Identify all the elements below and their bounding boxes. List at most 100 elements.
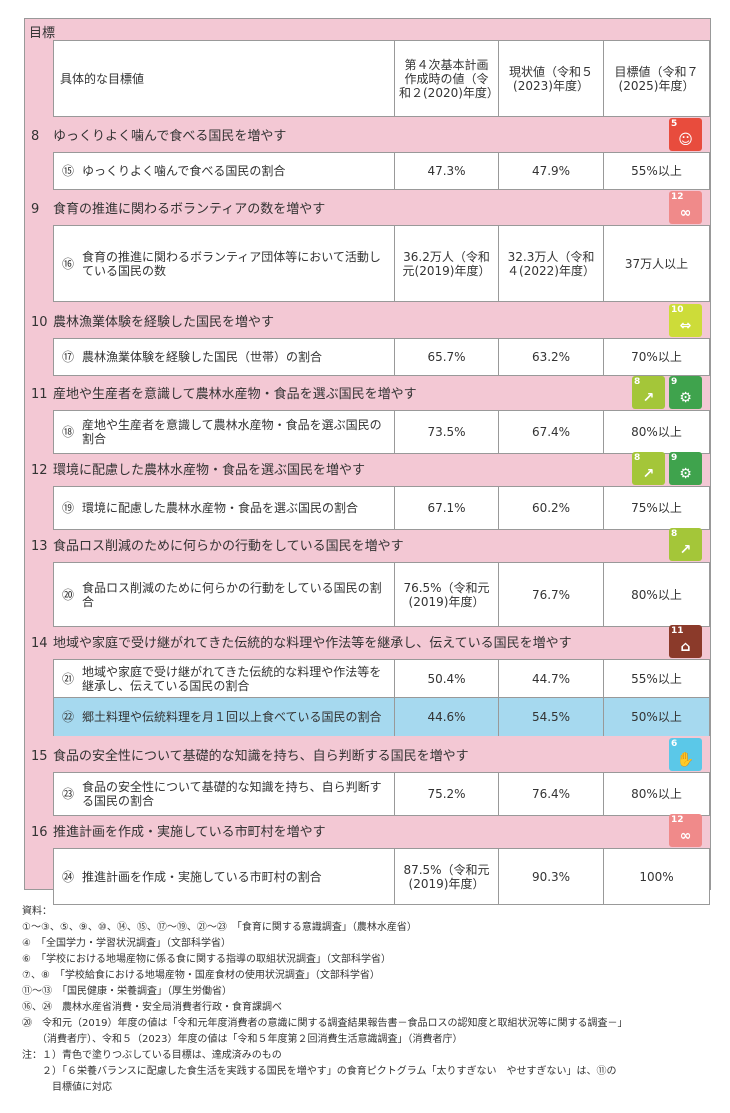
indicator-text: 食品の安全性について基礎的な知識を持ち、自ら判断する国民の割合: [82, 780, 382, 808]
goal-title: 14 地域や家庭で受け継がれてきた伝統的な料理や作法等を継承し、伝えている国民を増…: [31, 632, 572, 651]
note-line: ④ 「全国学力・学習状況調査」（文部科学省）: [22, 938, 231, 949]
goal-text: 食品ロス削減のために何らかの行動をしている国民を増やす: [53, 539, 404, 554]
current-value: 67.4%: [498, 411, 603, 453]
baseline-value: 44.6%: [394, 698, 498, 736]
sdg-12-icon: 12 ∞: [669, 191, 702, 224]
table-row: ⑰ 農林漁業体験を経験した国民（世帯）の割合 65.7% 63.2% 70%以上: [54, 339, 709, 375]
goal-number: 16: [31, 825, 48, 840]
table-row: ⑱ 産地や生産者を意識して農林水産物・食品を選ぶ国民の割合 73.5% 67.4% 80…: [54, 411, 709, 453]
table-row: ⑲ 環境に配慮した農林水産物・食品を選ぶ国民の割合 67.1% 60.2% 75%以上: [54, 487, 709, 529]
col-header-target: 目標値（令和７(2025)年度）: [603, 41, 709, 116]
note-line: ⑥ 「学校における地場産物に係る食に関する指導の取組状況調査」（文部科学省）: [22, 954, 391, 965]
header-row: 具体的な目標値 第４次基本計画作成時の値（令和２(2020)年度） 現状値（令和…: [53, 40, 710, 117]
current-value: 32.3万人（令和４(2022)年度）: [498, 226, 603, 301]
current-value: 47.9%: [498, 153, 603, 189]
note-line: ⑦、⑧ 「学校給食における地場産物・国産食材の使用状況調査」（文部科学省）: [22, 970, 380, 981]
target-value: 37万人以上: [603, 226, 709, 301]
col-header-indicator: 具体的な目標値: [60, 71, 145, 86]
target-value: 70%以上: [603, 339, 709, 375]
baseline-value: 47.3%: [394, 153, 498, 189]
goal-rows: ⑰ 農林漁業体験を経験した国民（世帯）の割合 65.7% 63.2% 70%以上: [53, 338, 710, 376]
goal-title: 15 食品の安全性について基礎的な知識を持ち、自ら判断する国民を増やす: [31, 745, 469, 764]
goal-title: 13 食品ロス削減のために何らかの行動をしている国民を増やす: [31, 535, 404, 554]
note-line: 資料：: [22, 906, 52, 917]
goal-title: 16 推進計画を作成・実施している市町村を増やす: [31, 821, 326, 840]
goal-text: 産地や生産者を意識して農林水産物・食品を選ぶ国民を増やす: [53, 387, 417, 402]
baseline-value: 36.2万人（令和元(2019)年度）: [394, 226, 498, 301]
indicator-number: ㉓: [61, 787, 74, 801]
note-line: ２）「６栄養バランスに配慮した食生活を実践する国民を増やす」の食育ピクトグラム「…: [22, 1066, 617, 1077]
goal-number: 8: [31, 129, 40, 144]
goal-number: 15: [31, 749, 48, 764]
indicator-text: 地域や家庭で受け継がれてきた伝統的な料理や作法等を継承し、伝えている国民の割合: [82, 664, 382, 693]
note-line: （消費者庁）、令和５（2023）年度の値は「令和５年度第２回消費生活意識調査」（…: [22, 1034, 463, 1045]
note-line: ①〜③、⑤、⑨、⑩、⑭、⑮、⑰〜⑲、㉑〜㉓ 「食育に関する意識調査」（農林水産省…: [22, 922, 417, 933]
indicator-number: ⑮: [61, 164, 74, 178]
target-value: 55%以上: [603, 660, 709, 697]
section-title: 目標: [29, 26, 56, 41]
sdg-8-icon: 8 ↗: [632, 452, 665, 485]
current-value: 76.7%: [498, 563, 603, 626]
note-line: ⑪〜⑬ 「国民健康・栄養調査」（厚生労働省）: [22, 986, 232, 997]
goal-title: 8 ゆっくりよく噛んで食べる国民を増やす: [31, 125, 286, 144]
sdg-11-icon: 11 ⌂: [669, 625, 702, 658]
sdg-8-icon: 8 ↗: [632, 376, 665, 409]
goal-text: 地域や家庭で受け継がれてきた伝統的な料理や作法等を継承し、伝えている国民を増やす: [53, 636, 572, 651]
baseline-value: 73.5%: [394, 411, 498, 453]
indicator-number: ⑳: [61, 587, 74, 602]
indicator-text: 郷土料理や伝統料理を月１回以上食べている国民の割合: [82, 710, 382, 724]
note-line: ⑯、㉔ 農林水産省消費・安全局消費者行政・食育課調べ: [22, 1002, 282, 1013]
goal-text: 農林漁業体験を経験した国民を増やす: [53, 315, 275, 330]
indicator-text: 食品ロス削減のために何らかの行動をしている国民の割合: [82, 580, 382, 609]
goal-rows: ⑲ 環境に配慮した農林水産物・食品を選ぶ国民の割合 67.1% 60.2% 75%以上: [53, 486, 710, 530]
target-value: 80%以上: [603, 411, 709, 453]
goals-table: 目標 具体的な目標値 第４次基本計画作成時の値（令和２(2020)年度） 現状値…: [24, 18, 711, 905]
note-line: ⑳ 令和元（2019）年度の値は「令和元年度消費者の意識に関する調査結果報告書－…: [22, 1018, 628, 1029]
indicator-number: ⑰: [61, 350, 74, 364]
baseline-value: 50.4%: [394, 660, 498, 697]
indicator-number: ㉑: [61, 671, 74, 686]
target-value: 80%以上: [603, 773, 709, 815]
indicator-number: ⑯: [61, 256, 74, 271]
indicator-text: 産地や生産者を意識して農林水産物・食品を選ぶ国民の割合: [82, 418, 382, 446]
note-line: 注：１）青色で塗りつぶしている目標は、達成済みのもの: [22, 1050, 282, 1061]
sdg-9-icon: 9 ⚙: [669, 452, 702, 485]
indicator-text: 食育の推進に関わるボランティア団体等において活動している国民の数: [82, 249, 381, 278]
current-value: 76.4%: [498, 773, 603, 815]
goal-number: 9: [31, 202, 40, 217]
goal-number: 14: [31, 636, 48, 651]
sdg-12-icon: 12 ∞: [669, 814, 702, 847]
current-value: 60.2%: [498, 487, 603, 529]
current-value: 63.2%: [498, 339, 603, 375]
target-value: 50%以上: [603, 698, 709, 736]
goal-text: 食育の推進に関わるボランティアの数を増やす: [53, 202, 326, 217]
indicator-number: ⑲: [61, 501, 74, 515]
table-row: ⑮ ゆっくりよく噛んで食べる国民の割合 47.3% 47.9% 55%以上: [54, 153, 709, 189]
goal-rows: ⑳ 食品ロス削減のために何らかの行動をしている国民の割合 76.5%（令和元(201…: [53, 562, 710, 627]
indicator-text: 推進計画を作成・実施している市町村の割合: [82, 869, 322, 884]
sdg-6-icon: 6 ✋: [669, 738, 702, 771]
goal-number: 13: [31, 539, 48, 554]
indicator-text: 農林漁業体験を経験した国民（世帯）の割合: [82, 350, 323, 364]
baseline-value: 65.7%: [394, 339, 498, 375]
goal-number: 12: [31, 463, 48, 478]
sdg-5-icon: 5 ☺: [669, 118, 702, 151]
sdg-8-icon: 8 ↗: [669, 528, 702, 561]
current-value: 54.5%: [498, 698, 603, 736]
sdg-9-icon: 9 ⚙: [669, 376, 702, 409]
current-value: 44.7%: [498, 660, 603, 697]
baseline-value: 67.1%: [394, 487, 498, 529]
indicator-text: 環境に配慮した農林水産物・食品を選ぶ国民の割合: [82, 501, 359, 515]
goal-rows: ⑯ 食育の推進に関わるボランティア団体等において活動している国民の数 36.2万人（…: [53, 225, 710, 302]
note-line: 目標値に対応: [22, 1082, 112, 1093]
target-value: 75%以上: [603, 487, 709, 529]
indicator-text: ゆっくりよく噛んで食べる国民の割合: [82, 164, 286, 178]
col-header-current: 現状値（令和５(2023)年度）: [498, 41, 603, 116]
baseline-value: 75.2%: [394, 773, 498, 815]
